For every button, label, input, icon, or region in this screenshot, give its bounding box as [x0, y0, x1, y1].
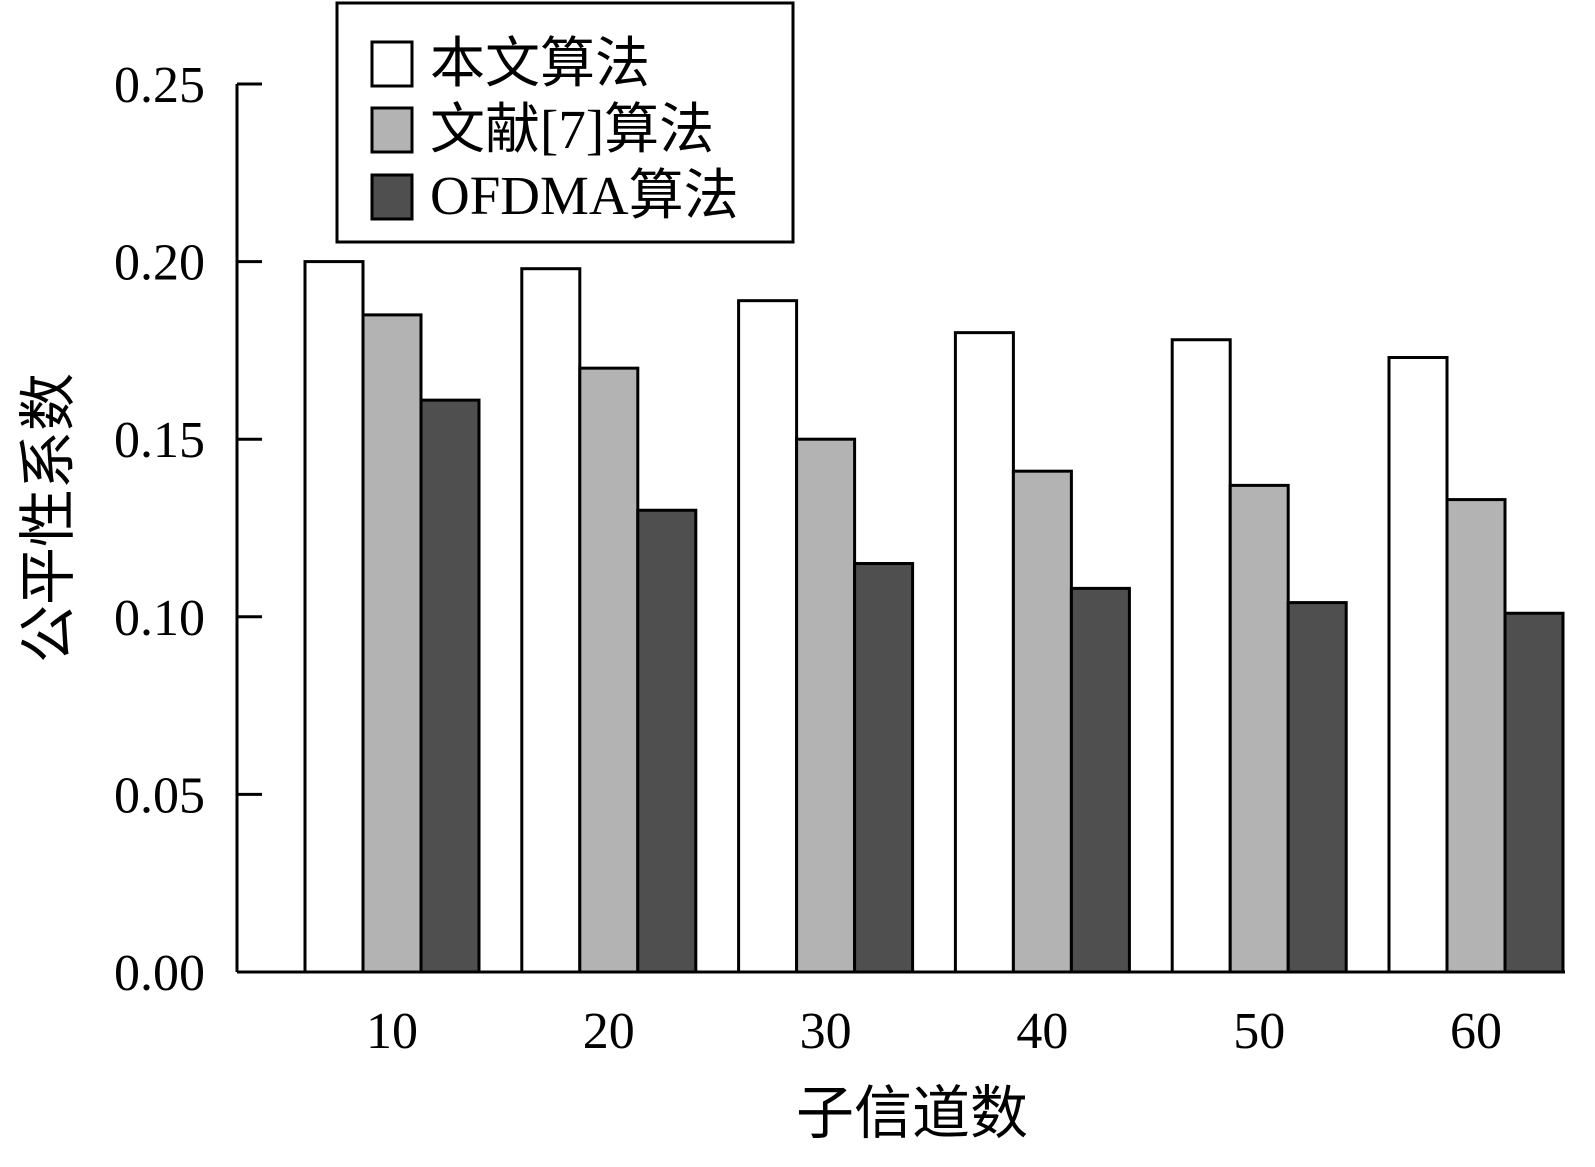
bar-series-3-60 [1503, 611, 1565, 974]
bar-series-2-50 [1228, 483, 1290, 974]
x-tick-label: 30 [800, 1003, 852, 1060]
x-tick-label: 40 [1016, 1003, 1068, 1060]
y-axis-label: 公平性系数 [16, 373, 81, 663]
y-tick-label: 0.25 [114, 57, 205, 114]
bar-series-3-30 [853, 562, 915, 974]
axes-group [235, 84, 1565, 974]
bar-series-1-20 [520, 267, 582, 974]
y-tick-label: 0.05 [114, 767, 205, 824]
bar-series-2-20 [578, 366, 640, 974]
x-ticks-group: 10 20 30 40 50 60 [366, 1003, 1502, 1060]
bar-series-3-50 [1286, 601, 1348, 974]
bar-series-2-40 [1011, 469, 1073, 974]
legend-swatch-series-2 [370, 106, 414, 154]
legend-label-series-1: 本文算法 [430, 33, 650, 94]
x-tick-label: 60 [1450, 1003, 1502, 1060]
y-tick-label: 0.10 [114, 590, 205, 647]
bar-series-2-10 [361, 313, 423, 974]
bar-series-1-30 [737, 299, 799, 974]
y-tick-label: 0.00 [114, 945, 205, 1002]
legend-item-2: 文献[7]算法 [370, 99, 714, 160]
legend-label-series-3: OFDMA算法 [430, 165, 739, 226]
bar-series-3-10 [419, 398, 481, 974]
legend-item-3: OFDMA算法 [370, 165, 739, 226]
x-axis-label: 子信道数 [796, 1081, 1028, 1146]
legend-swatch-series-1 [370, 40, 414, 88]
bars-group [303, 260, 1565, 974]
x-tick-label: 50 [1233, 1003, 1285, 1060]
legend-label-series-2: 文献[7]算法 [430, 99, 714, 160]
bar-series-3-20 [636, 508, 698, 974]
legend-swatch-series-3 [370, 173, 414, 221]
bar-series-1-60 [1387, 356, 1449, 974]
y-ticks-group: 0.00 0.05 0.10 0.15 0.20 0.25 [114, 57, 262, 1002]
y-tick-label: 0.15 [114, 412, 205, 469]
bar-series-1-10 [303, 260, 365, 974]
x-tick-label: 20 [583, 1003, 635, 1060]
bar-series-2-30 [795, 437, 857, 974]
legend-item-1: 本文算法 [370, 33, 650, 94]
bar-series-1-40 [953, 331, 1015, 974]
legend: 本文算法 文献[7]算法 OFDMA算法 [335, 1, 795, 244]
x-tick-label: 10 [366, 1003, 418, 1060]
bar-series-1-50 [1170, 338, 1232, 974]
bar-series-2-60 [1445, 498, 1507, 974]
bar-series-3-40 [1069, 586, 1131, 974]
y-tick-label: 0.20 [114, 235, 205, 292]
